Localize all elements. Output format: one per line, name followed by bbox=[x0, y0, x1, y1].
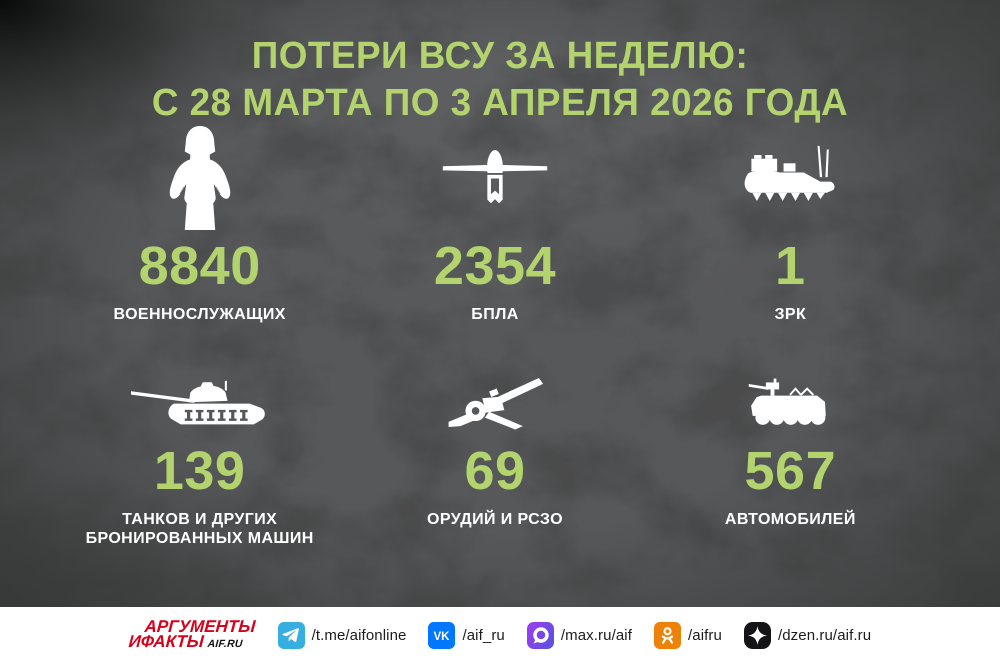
stat-value-tanks: 139 bbox=[153, 441, 246, 501]
aif-logo: АРГУМЕНТЫ ИФАКТЫ AIF.RU bbox=[127, 617, 256, 652]
drone-icon bbox=[441, 147, 549, 214]
apc-icon bbox=[740, 377, 840, 438]
air-defense-icon bbox=[739, 144, 841, 217]
dzen-handle[interactable]: /dzen.ru/aif.ru bbox=[777, 626, 872, 644]
max-link[interactable]: /max.ru/aif bbox=[526, 621, 632, 649]
stat-artillery: 69 ОРУДИЙ И РСЗО bbox=[347, 377, 642, 548]
stat-personnel: 8840 ВОЕННОСЛУЖАЩИХ bbox=[52, 125, 347, 324]
tank-icon bbox=[130, 379, 269, 436]
stat-value-vehicles: 567 bbox=[744, 441, 837, 501]
stat-label-sam: ЗРК bbox=[774, 306, 807, 323]
stat-value-personnel: 8840 bbox=[138, 236, 261, 296]
stats-row-1: 8840 ВОЕННОСЛУЖАЩИХ 2354 БПЛА bbox=[0, 125, 1000, 324]
max-icon bbox=[526, 621, 554, 649]
telegram-icon bbox=[277, 621, 305, 649]
vk-handle[interactable]: /aif_ru bbox=[462, 626, 505, 644]
artillery-icon bbox=[440, 377, 550, 437]
stat-tanks: 139 ТАНКОВ И ДРУГИХ БРОНИРОВАННЫХ МАШИН bbox=[52, 378, 347, 548]
stat-vehicles: 567 АВТОМОБИЛЕЙ bbox=[643, 378, 938, 548]
aif-logo-suffix: AIF.RU bbox=[207, 637, 243, 650]
odnoklassniki-icon bbox=[653, 621, 681, 649]
soldier-icon bbox=[164, 125, 236, 236]
vk-icon: VK bbox=[428, 621, 456, 649]
dzen-icon bbox=[743, 621, 771, 649]
stats-row-2: 139 ТАНКОВ И ДРУГИХ БРОНИРОВАННЫХ МАШИН bbox=[0, 377, 1000, 548]
footer-bar: АРГУМЕНТЫ ИФАКТЫ AIF.RU /t.me/aifonline … bbox=[0, 607, 1000, 663]
stat-label-tanks: ТАНКОВ И ДРУГИХ БРОНИРОВАННЫХ МАШИН bbox=[85, 511, 314, 547]
vk-link[interactable]: VK /aif_ru bbox=[428, 621, 505, 649]
svg-text:VK: VK bbox=[434, 630, 451, 642]
telegram-link[interactable]: /t.me/aifonline bbox=[277, 621, 407, 649]
dzen-link[interactable]: /dzen.ru/aif.ru bbox=[743, 621, 872, 649]
stat-label-uav: БПЛА bbox=[471, 306, 519, 323]
title-line-2: С 28 МАРТА ПО 3 АПРЕЛЯ 2026 ГОДА bbox=[151, 82, 849, 124]
stat-value-artillery: 69 bbox=[464, 441, 526, 501]
stat-label-artillery: ОРУДИЙ И РСЗО bbox=[427, 511, 563, 528]
stat-uav: 2354 БПЛА bbox=[347, 127, 642, 324]
odnoklassniki-link[interactable]: /aifru bbox=[653, 621, 722, 649]
stat-value-uav: 2354 bbox=[433, 236, 557, 296]
stat-label-vehicles: АВТОМОБИЛЕЙ bbox=[724, 511, 856, 528]
stat-sam: 1 ЗРК bbox=[643, 127, 938, 324]
aif-logo-line2: ИФАКТЫ bbox=[127, 631, 205, 651]
stat-label-personnel: ВОЕННОСЛУЖАЩИХ bbox=[113, 306, 286, 323]
title-line-1: ПОТЕРИ ВСУ ЗА НЕДЕЛЮ: bbox=[251, 35, 749, 77]
page-title: ПОТЕРИ ВСУ ЗА НЕДЕЛЮ: С 28 МАРТА ПО 3 АП… bbox=[0, 0, 1000, 127]
odnoklassniki-handle[interactable]: /aifru bbox=[687, 626, 722, 644]
telegram-handle[interactable]: /t.me/aifonline bbox=[311, 626, 407, 644]
stat-value-sam: 1 bbox=[775, 236, 806, 296]
max-handle[interactable]: /max.ru/aif bbox=[560, 626, 632, 644]
